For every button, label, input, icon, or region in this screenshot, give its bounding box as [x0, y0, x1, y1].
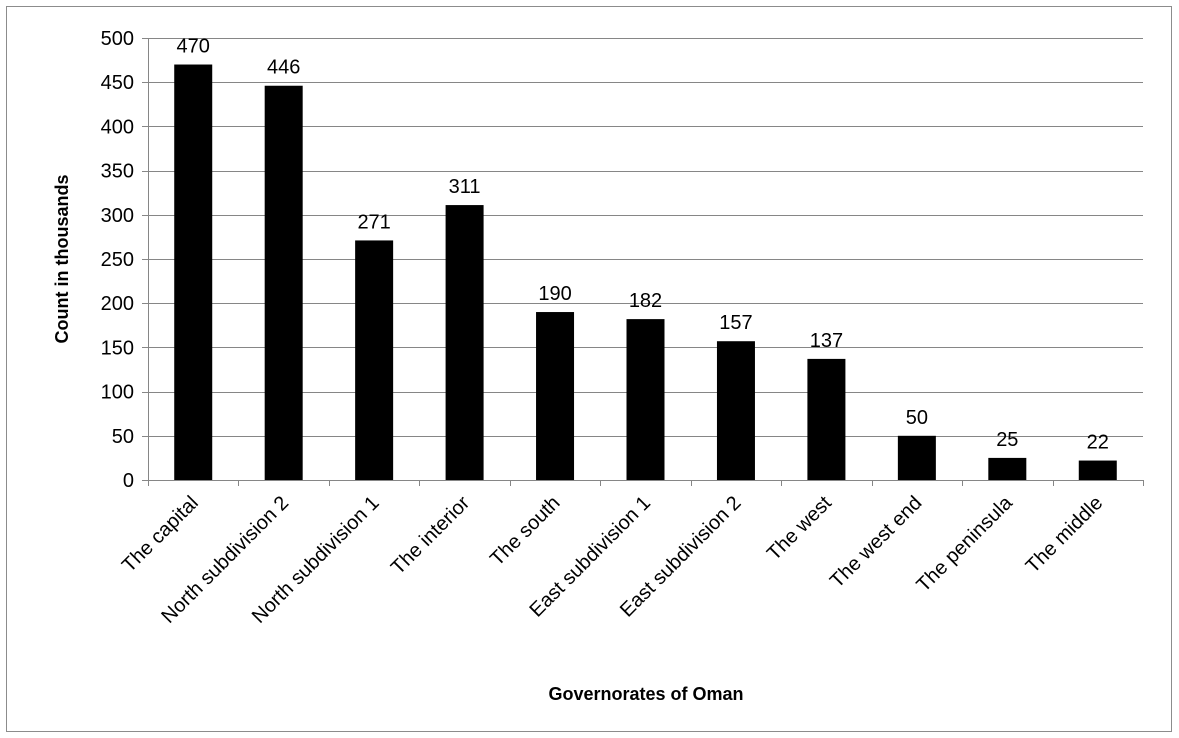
bar [174, 64, 213, 481]
bar [716, 341, 755, 480]
bar [988, 457, 1027, 480]
data-label: 137 [810, 330, 843, 352]
y-tick-label: 50 [112, 426, 134, 448]
y-tick-label: 400 [101, 116, 134, 138]
data-label: 157 [719, 312, 752, 334]
data-label: 311 [449, 176, 481, 198]
data-label: 470 [177, 36, 210, 58]
bar [445, 205, 484, 481]
data-label: 50 [906, 407, 928, 429]
data-label: 446 [267, 57, 300, 79]
y-tick-label: 350 [101, 161, 134, 183]
data-labels: 470 446 271 311 190 182 157 137 50 25 22 [177, 36, 1109, 454]
y-tick-label: 0 [123, 470, 134, 492]
axes [142, 38, 1144, 486]
y-tick-label: 450 [101, 72, 134, 94]
x-tick-label: The south [486, 492, 564, 570]
y-tick-label: 200 [101, 293, 134, 315]
data-label: 25 [996, 429, 1018, 451]
x-tick-label: The west end [826, 492, 926, 592]
y-axis-title: Count in thousands [52, 175, 72, 344]
y-tick-label: 250 [101, 249, 134, 271]
x-tick-label: The capital [118, 492, 203, 577]
data-label: 190 [538, 283, 571, 305]
data-label: 182 [629, 290, 662, 312]
y-tick-label: 500 [101, 28, 134, 50]
x-tick-label: The interior [387, 492, 474, 579]
x-tick-label: The peninsula [912, 491, 1017, 596]
bars [174, 64, 1117, 481]
bar [1078, 460, 1117, 480]
bar [897, 435, 936, 480]
x-axis-title: Governorates of Oman [548, 684, 743, 704]
y-tick-label: 150 [101, 337, 134, 359]
bar [807, 358, 846, 480]
x-tick-label: The middle [1022, 492, 1108, 578]
data-label: 22 [1087, 432, 1109, 454]
y-axis-ticks: 0 50 100 150 200 250 300 350 400 450 500 [101, 28, 134, 492]
y-tick-label: 300 [101, 205, 134, 227]
bar [536, 312, 575, 480]
x-tick-label: The west [763, 492, 836, 565]
bar [626, 319, 665, 480]
gridlines [148, 38, 1143, 437]
data-label: 271 [357, 211, 390, 233]
bar [355, 240, 394, 480]
y-tick-label: 100 [101, 382, 134, 404]
bar [264, 85, 303, 481]
